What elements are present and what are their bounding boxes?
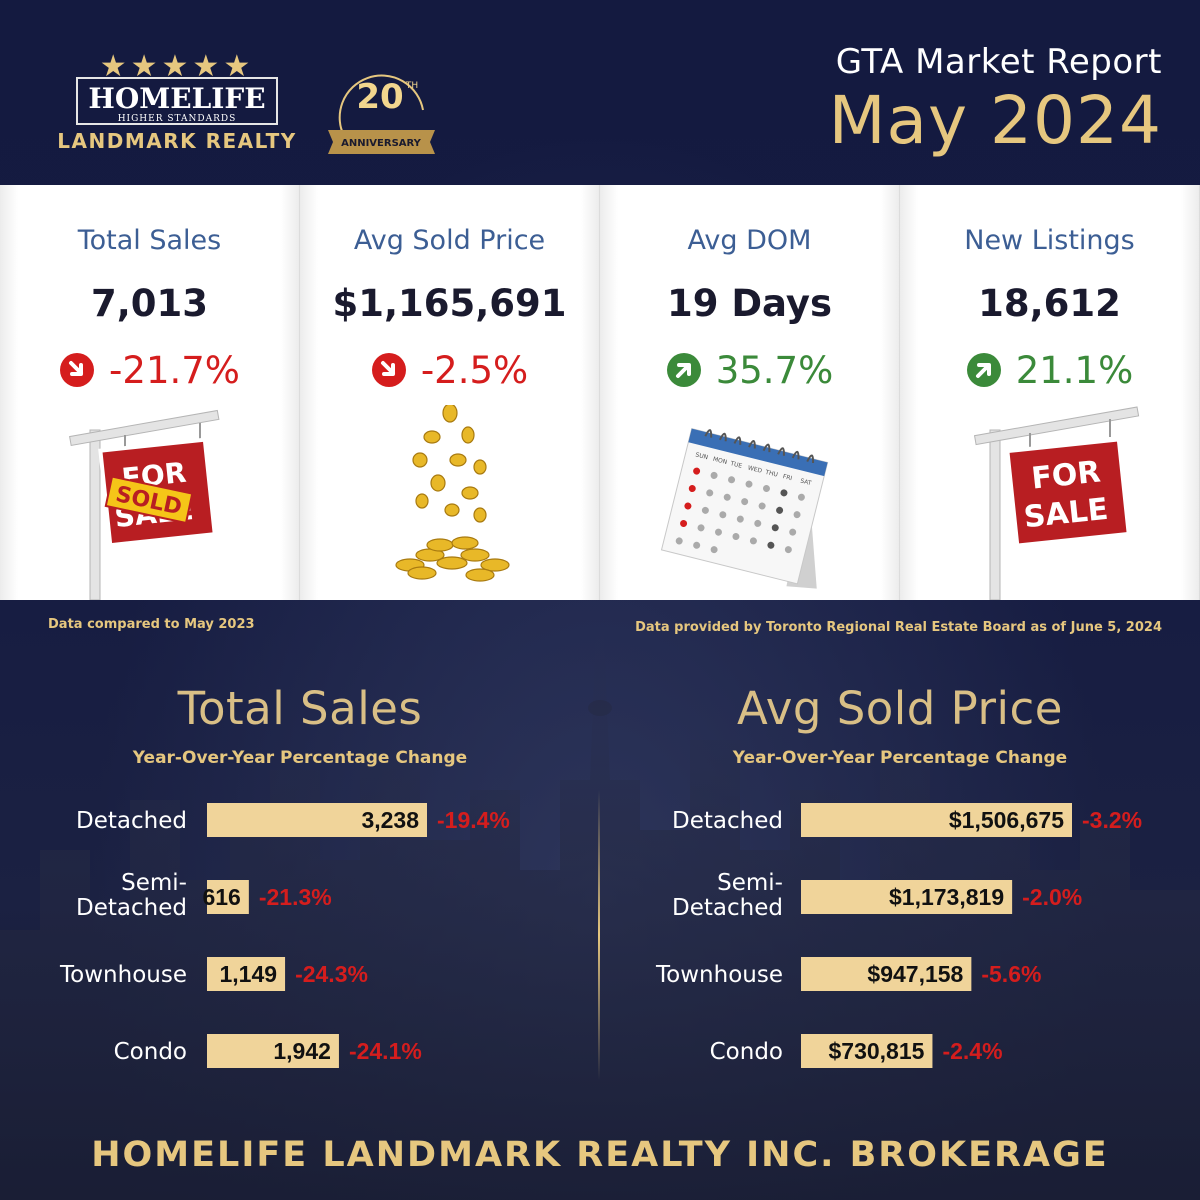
report-title: GTA Market Report bbox=[835, 42, 1162, 82]
category-label: Condo bbox=[114, 1039, 187, 1065]
stat-change: -2.5% bbox=[300, 348, 599, 392]
category-label: Semi-Detached bbox=[76, 870, 187, 921]
bar-avg-sold-price-1 bbox=[801, 880, 1013, 914]
stat-change-text: 21.1% bbox=[1015, 348, 1134, 392]
stat-change-text: -2.5% bbox=[420, 348, 529, 392]
chart-subtitle-total-sales: Year-Over-Year Percentage Change bbox=[132, 748, 468, 768]
anniversary-suffix: TH bbox=[405, 81, 418, 91]
bar-value-label: $1,506,675 bbox=[949, 807, 1064, 833]
calendar-illustration: SUN MON TUE WED THU FRI SAT bbox=[660, 428, 829, 589]
bar-total-sales-3 bbox=[207, 1034, 339, 1068]
arrow-up-icon bbox=[966, 353, 1001, 387]
stat-change: -21.7% bbox=[0, 348, 299, 392]
stat-card-avg-sold-price: Avg Sold Price $1,165,691 -2.5% bbox=[300, 185, 600, 600]
logo-tagline: HIGHER STANDARDS bbox=[118, 114, 237, 124]
chart-subtitle-avg-sold-price: Year-Over-Year Percentage Change bbox=[732, 748, 1068, 768]
gold-coins-illustration bbox=[395, 405, 510, 582]
anniversary-label: ANNIVERSARY bbox=[341, 138, 422, 149]
bar-change-label: -2.0% bbox=[1022, 884, 1082, 910]
bar-value-label: $947,158 bbox=[867, 961, 963, 987]
stat-card-total-sales: Total Sales 7,013 -21.7% FOR SALE bbox=[0, 185, 300, 600]
stat-value: $1,165,691 bbox=[332, 282, 567, 325]
sign-for-text: FOR bbox=[1030, 455, 1102, 497]
logo-company: LANDMARK REALTY bbox=[57, 129, 296, 153]
category-label: Townhouse bbox=[655, 962, 783, 988]
comparison-note: Data compared to May 2023 bbox=[48, 617, 255, 632]
bar-value-label: 616 bbox=[202, 884, 240, 910]
bar-avg-sold-price-3 bbox=[801, 1034, 933, 1068]
stat-change-text: 35.7% bbox=[715, 348, 834, 392]
anniversary-number: 20 bbox=[356, 77, 403, 117]
footer-brokerage: HOMELIFE LANDMARK REALTY INC. BROKERAGE bbox=[91, 1135, 1109, 1175]
bar-change-label: -19.4% bbox=[437, 807, 510, 833]
homelife-logo: ★★★★★ HOMELIFE HIGHER STANDARDS LANDMARK… bbox=[57, 49, 435, 154]
stat-label: Avg Sold Price bbox=[353, 225, 546, 256]
stat-change-text: -21.7% bbox=[109, 348, 240, 392]
stat-cards: Total Sales 7,013 -21.7% FOR SALE bbox=[0, 185, 1200, 600]
bar-change-label: -2.4% bbox=[942, 1038, 1002, 1064]
category-label: Townhouse bbox=[59, 962, 187, 988]
chart-title-avg-sold-price: Avg Sold Price bbox=[737, 682, 1063, 735]
category-label: Detached bbox=[672, 808, 783, 834]
arrow-down-icon bbox=[60, 353, 95, 387]
section-divider bbox=[598, 790, 600, 1080]
calendar-day-sun: SUN bbox=[695, 451, 709, 461]
for-sale-sign-illustration: FOR SALE bbox=[973, 406, 1140, 600]
stat-card-avg-dom: Avg DOM 19 Days 35.7% bbox=[600, 185, 900, 600]
stat-label: Avg DOM bbox=[687, 225, 812, 256]
chart-title-total-sales: Total Sales bbox=[177, 682, 423, 735]
bar-change-label: -24.1% bbox=[349, 1038, 422, 1064]
category-label: Detached bbox=[76, 808, 187, 834]
calendar-day-mon: MON bbox=[712, 456, 728, 466]
category-label: Condo bbox=[710, 1039, 783, 1065]
stat-value: 19 Days bbox=[666, 282, 833, 325]
stat-label: New Listings bbox=[964, 225, 1135, 256]
bar-change-label: -3.2% bbox=[1082, 807, 1142, 833]
bar-total-sales-0 bbox=[207, 803, 427, 837]
bar-value-label: 3,238 bbox=[361, 807, 419, 833]
anniversary-badge: 20 TH ANNIVERSARY bbox=[328, 74, 435, 154]
bar-total-sales-2 bbox=[207, 957, 286, 991]
bar-value-label: 1,942 bbox=[273, 1038, 331, 1064]
stat-label: Total Sales bbox=[77, 225, 222, 256]
logo-brand: HOMELIFE bbox=[88, 82, 265, 115]
report-date: May 2024 bbox=[828, 82, 1162, 159]
stat-value: 18,612 bbox=[978, 282, 1121, 325]
calendar-day-thu: THU bbox=[764, 469, 779, 479]
bar-total-sales-1 bbox=[207, 880, 249, 914]
arrow-up-icon bbox=[666, 353, 701, 387]
stat-value: 7,013 bbox=[90, 282, 209, 325]
bar-change-label: -5.6% bbox=[981, 961, 1041, 987]
sold-sign-illustration: FOR SALE SOLD bbox=[69, 409, 220, 600]
bar-avg-sold-price-0 bbox=[801, 803, 1072, 837]
bar-value-label: $1,173,819 bbox=[889, 884, 1004, 910]
calendar-day-fri: FRI bbox=[782, 473, 793, 482]
calendar-day-tue: TUE bbox=[729, 460, 743, 470]
source-note: Data provided by Toronto Regional Real E… bbox=[635, 620, 1162, 635]
bar-value-label: $730,815 bbox=[829, 1038, 925, 1064]
bar-avg-sold-price-2 bbox=[801, 957, 972, 991]
bar-change-label: -21.3% bbox=[259, 884, 332, 910]
calendar-day-wed: WED bbox=[747, 464, 763, 474]
category-label: Semi-Detached bbox=[672, 870, 783, 921]
stat-change: 35.7% bbox=[600, 348, 899, 392]
stat-change: 21.1% bbox=[900, 348, 1199, 392]
arrow-down-icon bbox=[371, 353, 406, 387]
calendar-day-sat: SAT bbox=[799, 478, 812, 488]
bar-value-label: 1,149 bbox=[220, 961, 278, 987]
bar-change-label: -24.3% bbox=[295, 961, 368, 987]
